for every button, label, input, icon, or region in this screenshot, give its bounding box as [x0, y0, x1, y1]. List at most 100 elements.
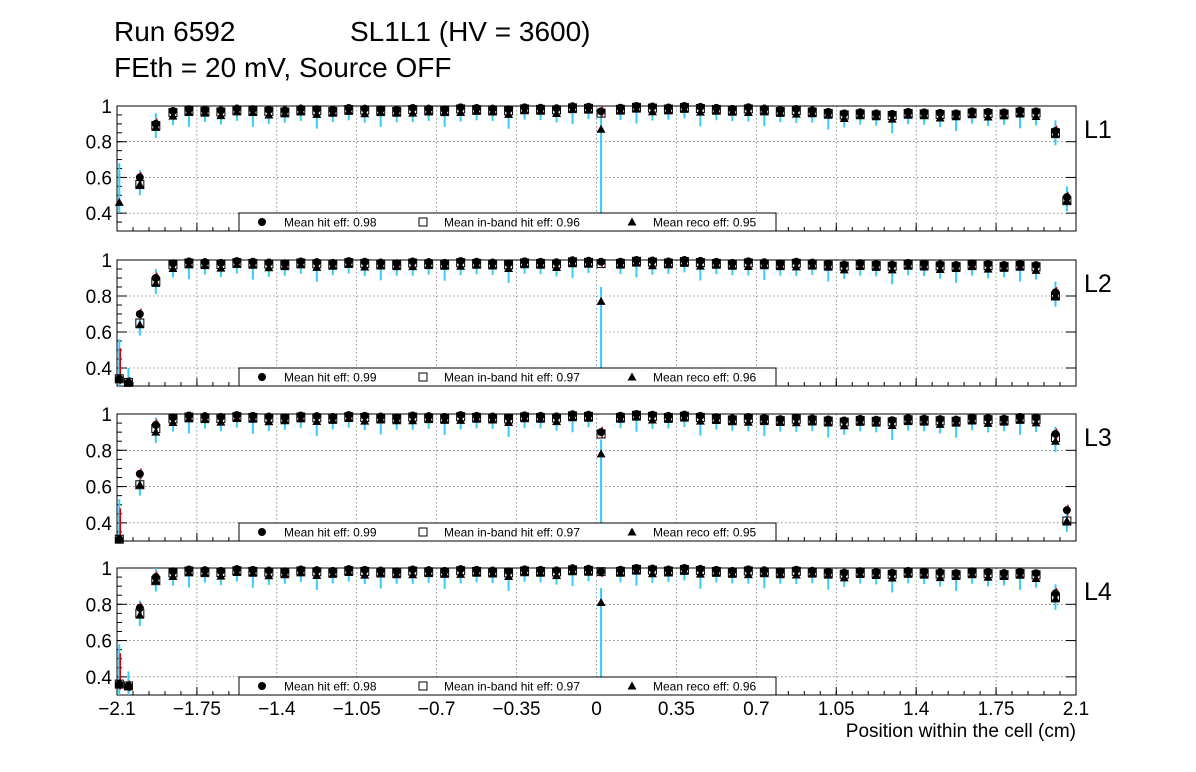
reco-eff-marker — [232, 260, 242, 268]
reco-eff-marker — [711, 106, 721, 115]
reco-eff-marker — [1031, 573, 1041, 582]
hit-eff-marker — [135, 173, 144, 182]
reco-eff-marker — [951, 572, 961, 581]
reco-eff-marker — [1062, 516, 1072, 525]
reco-eff-marker — [184, 568, 194, 577]
legend: Mean hit eff: 0.99 Mean in-band hit eff: … — [238, 367, 777, 387]
reco-eff-marker — [999, 417, 1009, 426]
legend-box — [238, 676, 777, 696]
in-band-eff-marker — [418, 217, 428, 227]
reco-eff-marker — [312, 416, 322, 425]
hit-eff-marker — [151, 274, 160, 282]
reco-eff-marker — [679, 566, 689, 575]
hit-eff-marker — [984, 567, 993, 576]
x-tick-label: −0.35 — [493, 699, 541, 720]
hit-eff-marker — [312, 258, 321, 267]
reco-eff-marker — [791, 109, 801, 118]
legend-box — [238, 367, 777, 387]
reco-eff-marker — [919, 111, 929, 120]
reco-eff-marker — [695, 107, 705, 116]
reco-eff-marker — [520, 568, 530, 577]
reco-eff-marker — [376, 569, 386, 578]
reco-eff-marker — [935, 573, 945, 582]
reco-eff-marker — [135, 480, 145, 489]
hit-eff-marker — [552, 258, 561, 267]
hit-eff-marker — [597, 428, 606, 437]
reco-eff-marker — [743, 570, 753, 579]
reco-eff-marker — [552, 263, 562, 272]
reco-eff-marker — [695, 569, 705, 578]
reco-eff-marker — [520, 106, 530, 115]
hit-eff-marker — [216, 106, 225, 115]
reco-eff-marker — [392, 416, 402, 425]
reco-eff-marker — [488, 569, 498, 578]
reco-eff-marker — [1015, 570, 1025, 579]
reco-eff-marker — [1062, 196, 1072, 205]
reco-eff-marker — [627, 527, 637, 536]
hit-eff-marker — [258, 528, 266, 536]
reco-eff-marker — [456, 108, 466, 117]
reco-eff-marker — [520, 260, 530, 269]
hit-eff-marker — [504, 413, 513, 422]
reco-eff-marker — [935, 113, 945, 122]
reco-eff-marker — [775, 262, 785, 271]
hit-eff-marker — [264, 105, 273, 114]
hit-eff-marker — [456, 411, 465, 420]
reco-eff-marker — [296, 414, 306, 423]
reco-eff-marker — [280, 416, 290, 425]
reco-eff-marker — [184, 414, 194, 423]
reco-eff-marker — [887, 114, 897, 123]
reco-eff-marker — [135, 180, 145, 189]
hit-eff-marker — [1051, 589, 1060, 598]
hit-eff-marker — [552, 412, 561, 421]
panel-l4: 0.4 0.6 0.8 1 L4 Mean hit eff: 0.98 Mean in-ba… — [86, 559, 1112, 696]
reco-eff-marker — [440, 108, 450, 117]
hit-eff-marker — [648, 564, 657, 573]
reco-eff-marker — [328, 261, 338, 270]
x-tick-label: −1.4 — [258, 699, 296, 720]
reco-eff-marker — [951, 418, 961, 427]
hit-eff-marker — [936, 108, 945, 117]
hit-eff-marker — [504, 567, 513, 576]
reco-eff-marker — [871, 418, 881, 427]
reco-eff-marker — [488, 261, 498, 270]
reco-eff-marker — [839, 265, 849, 274]
reco-eff-marker — [631, 412, 641, 421]
panel-l1: 0.4 0.6 0.8 1 L1 Mean hit eff: 0.98 Mean in-ba… — [86, 97, 1112, 232]
hit-eff-marker — [888, 568, 897, 577]
reco-eff-marker — [919, 262, 929, 271]
reco-eff-marker — [727, 417, 737, 426]
reco-eff-marker — [839, 421, 849, 430]
reco-eff-marker — [791, 418, 801, 427]
reco-eff-marker — [536, 106, 546, 115]
reco-eff-marker — [951, 263, 961, 272]
y-tick-label: 0.6 — [86, 323, 112, 344]
y-tick-label: 0.6 — [86, 168, 112, 189]
panel-label: L3 — [1084, 424, 1112, 452]
reco-eff-marker — [584, 567, 594, 576]
reco-eff-marker — [151, 427, 161, 436]
reco-eff-marker — [296, 568, 306, 577]
reco-eff-marker — [967, 110, 977, 119]
hit-eff-marker — [840, 416, 849, 425]
hit-eff-marker — [840, 109, 849, 118]
legend-entry-band: Mean in-band hit eff: 0.97 — [444, 526, 580, 540]
reco-eff-marker — [999, 263, 1009, 272]
reco-eff-marker — [472, 260, 482, 269]
in-band-eff-marker — [418, 681, 428, 691]
panel-frame — [116, 567, 1077, 696]
reco-eff-marker — [264, 110, 274, 119]
reco-eff-marker — [596, 597, 606, 606]
hit-eff-marker — [360, 565, 369, 574]
reco-eff-marker — [663, 414, 673, 423]
reco-eff-marker — [903, 417, 913, 426]
panel-frame — [116, 413, 1077, 542]
reco-eff-marker — [919, 417, 929, 426]
reco-eff-marker — [296, 260, 306, 269]
hit-eff-marker — [792, 257, 801, 266]
hit-eff-marker — [552, 566, 561, 575]
reco-eff-marker — [967, 416, 977, 425]
hit-eff-marker — [456, 257, 465, 266]
x-tick-label: 0 — [591, 699, 602, 720]
reco-eff-marker — [775, 108, 785, 117]
